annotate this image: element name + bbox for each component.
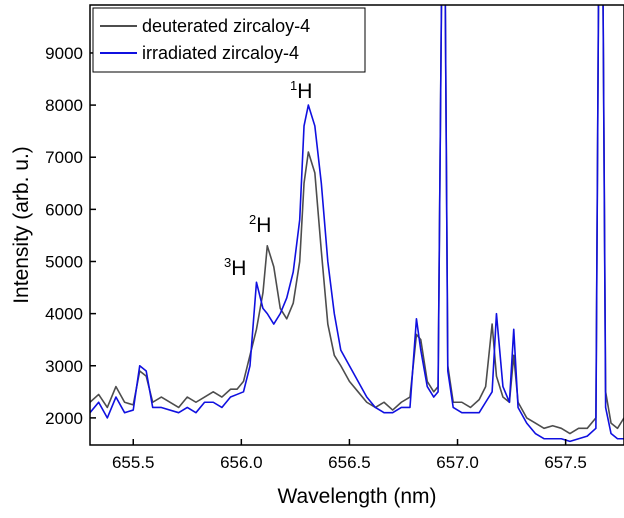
x-axis-title: Wavelength (nm)	[277, 485, 436, 508]
y-tick-label: 8000	[45, 96, 83, 115]
peak-label-symbol: H	[231, 257, 246, 280]
peak-label: 3H	[224, 255, 246, 280]
peak-label: 2H	[249, 212, 271, 237]
x-tick-label: 657.0	[436, 453, 479, 472]
y-tick-label: 5000	[45, 252, 83, 271]
plot-frame	[89, 4, 624, 446]
legend-box	[92, 7, 366, 73]
peak-label: 1H	[290, 78, 312, 103]
peak-label-symbol: H	[256, 214, 271, 237]
peak-label-symbol: H	[297, 80, 312, 103]
legend-label: deuterated zircaloy-4	[142, 16, 310, 36]
y-tick-label: 3000	[45, 357, 83, 376]
x-tick-label: 657.5	[544, 453, 587, 472]
legend-label: irradiated zircaloy-4	[142, 43, 299, 63]
y-tick-label: 9000	[45, 44, 83, 63]
y-tick-label: 6000	[45, 200, 83, 219]
peak-label-superscript: 1	[290, 78, 297, 93]
series-line	[90, 5, 624, 443]
y-tick-label: 7000	[45, 148, 83, 167]
x-tick-label: 656.0	[220, 453, 263, 472]
legend: deuterated zircaloy-4 irradiated zircaloy…	[92, 7, 366, 73]
y-tick-label: 4000	[45, 305, 83, 324]
peak-label-superscript: 3	[224, 255, 231, 270]
x-tick-label: 655.5	[112, 453, 155, 472]
y-axis-title: Intensity (arb. u.)	[10, 146, 33, 304]
peak-label-superscript: 2	[249, 212, 256, 227]
plot-area	[90, 5, 624, 443]
x-tick-label: 656.5	[328, 453, 371, 472]
y-tick-label: 2000	[45, 409, 83, 428]
